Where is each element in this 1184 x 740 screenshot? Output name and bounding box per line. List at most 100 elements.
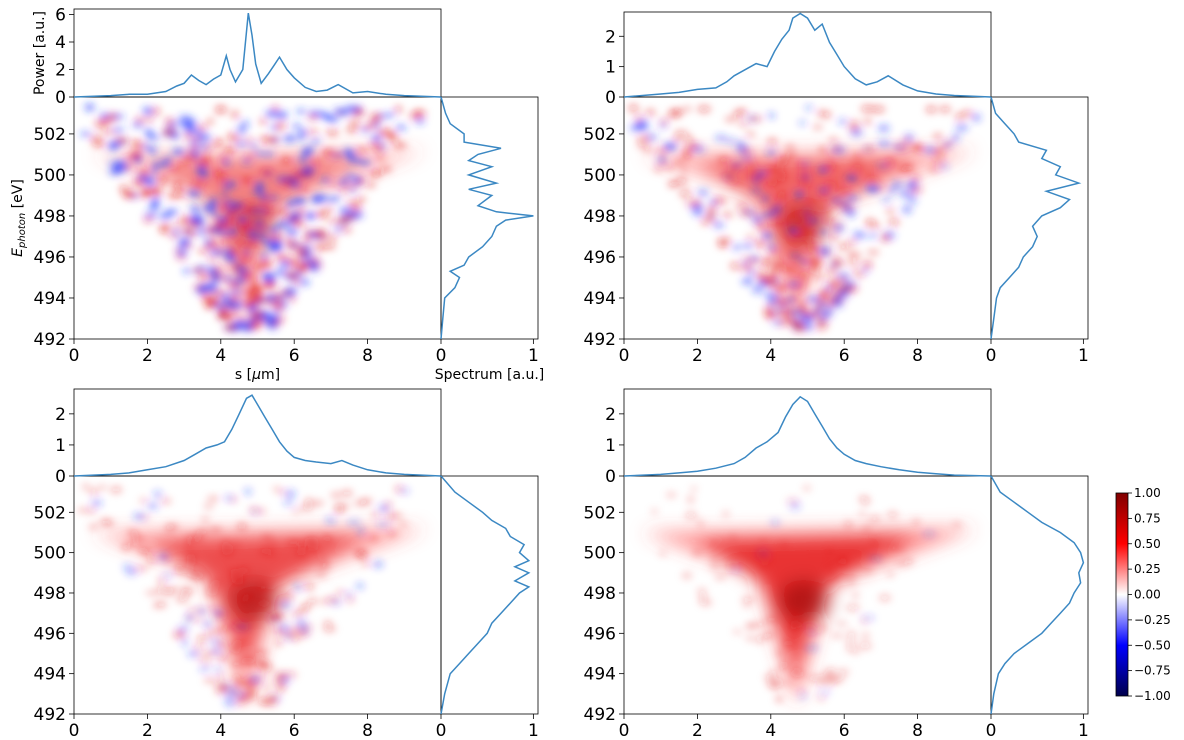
power-y-tick-label: 2: [605, 405, 616, 425]
power-line: [74, 13, 441, 97]
y-tick-label: 496: [584, 624, 616, 644]
power-y-tick-label: 1: [55, 436, 66, 456]
y-tick-label: 500: [584, 166, 616, 186]
x-tick-label: 6: [839, 346, 850, 366]
y-tick-label: 492: [584, 330, 616, 350]
spectrum-line: [991, 476, 1083, 714]
heatmap-top-right: [624, 97, 991, 339]
spectrum-frame: [441, 476, 538, 714]
heatmap-bottom-right: [624, 476, 991, 714]
power-y-tick-label: 6: [55, 6, 66, 26]
x-tick-label: 8: [362, 346, 373, 366]
y-tick-label: 502: [584, 503, 616, 523]
colorbar-tick-label: −1.00: [1134, 689, 1171, 703]
spectrum-x-tick-label: 1: [528, 721, 539, 740]
colorbar-tick-label: 0.50: [1134, 537, 1161, 551]
power-y-tick-label: 0: [55, 467, 66, 487]
x-tick-label: 4: [215, 721, 226, 740]
power-line: [624, 14, 991, 98]
power-y-tick-label: 2: [605, 27, 616, 47]
power-frame: [74, 389, 441, 476]
x-tick-label: 6: [839, 721, 850, 740]
y-tick-label: 502: [584, 125, 616, 145]
colorbar-tick-label: 0.75: [1134, 511, 1161, 525]
power-axis-label: Power [a.u.]: [32, 11, 48, 95]
panel-bottom-right: 492 494 496 498 500 502 0 2 4 6 8 0 1 2 0 1: [584, 389, 1089, 740]
spectrum-x-tick-label: 0: [986, 721, 997, 740]
colorbar: 1.00 0.75 0.50 0.25 0.00 −0.25 −0.50 −0.75 −1.00: [1116, 486, 1171, 703]
colorbar-tick-label: 0.25: [1134, 562, 1161, 576]
y-tick-label: 494: [34, 665, 66, 685]
power-y-tick-label: 1: [605, 436, 616, 456]
y-tick-label: 492: [584, 705, 616, 725]
panel-bottom-left: 492 494 496 498 500 502 0 2 4 6 8 0 1 2 0 1: [34, 389, 539, 740]
y-tick-label: 496: [34, 248, 66, 268]
x-tick-label: 2: [142, 346, 153, 366]
spectrum-x-tick-label: 1: [1078, 346, 1089, 366]
y-tick-label: 494: [34, 289, 66, 309]
heatmap-bottom-left: [74, 476, 441, 714]
y-tick-label: 502: [34, 503, 66, 523]
colorbar-tick-label: −0.50: [1134, 638, 1171, 652]
colorbar-tick-label: 1.00: [1134, 486, 1161, 500]
x-tick-label: 2: [692, 346, 703, 366]
y-tick-label: 498: [584, 584, 616, 604]
heatmap-top-left: [74, 97, 441, 339]
power-line: [74, 395, 441, 476]
x-tick-label: 8: [912, 346, 923, 366]
colorbar-tick-label: −0.25: [1134, 613, 1171, 627]
x-tick-label: 4: [765, 721, 776, 740]
power-y-tick-label: 1: [605, 58, 616, 78]
power-y-tick-label: 0: [605, 88, 616, 108]
spectrum-line: [441, 97, 533, 339]
spectrum-x-tick-label: 1: [1078, 721, 1089, 740]
y-tick-label: 496: [584, 248, 616, 268]
spectrum-line: [991, 97, 1079, 339]
power-frame: [74, 9, 441, 97]
x-tick-label: 2: [142, 721, 153, 740]
spectrum-x-tick-label: 0: [986, 346, 997, 366]
x-tick-label: 0: [619, 346, 630, 366]
power-y-tick-label: 0: [55, 88, 66, 108]
colorbar-tick-label: 0.00: [1134, 588, 1161, 602]
power-y-tick-label: 0: [605, 467, 616, 487]
y-tick-label: 500: [34, 544, 66, 564]
y-tick-label: 492: [34, 705, 66, 725]
y-axis-label: Ephoton [eV]: [10, 179, 28, 257]
y-tick-label: 498: [34, 584, 66, 604]
panels: 492 494 496 498 500 502 0 2 4 6 8 0 2 4 6 0 1 s [μm] Ephot…: [10, 6, 1089, 740]
colorbar-bar: [1116, 493, 1128, 696]
spectrum-x-tick-label: 0: [436, 721, 447, 740]
spectrum-x-tick-label: 0: [436, 346, 447, 366]
y-tick-label: 498: [34, 207, 66, 227]
spectrum-line: [441, 476, 529, 714]
x-tick-label: 4: [765, 346, 776, 366]
x-tick-label: 6: [289, 346, 300, 366]
x-tick-label: 4: [215, 346, 226, 366]
x-tick-label: 0: [69, 346, 80, 366]
colorbar-ticks: 1.00 0.75 0.50 0.25 0.00 −0.25 −0.50 −0.75 −1.00: [1128, 486, 1171, 703]
y-tick-label: 496: [34, 624, 66, 644]
panel-top-left: 4924944964985005020 2 4 6 802460 1s [μm]Ephot…: [10, 6, 544, 384]
x-tick-label: 8: [362, 721, 373, 740]
y-tick-label: 498: [584, 207, 616, 227]
y-tick-label: 502: [34, 125, 66, 145]
x-axis-label: s [μm]: [235, 367, 280, 383]
power-y-tick-label: 4: [55, 33, 66, 53]
colorbar-tick-label: −0.75: [1134, 664, 1171, 678]
x-tick-label: 6: [289, 721, 300, 740]
y-tick-label: 492: [34, 330, 66, 350]
y-tick-label: 494: [584, 289, 616, 309]
power-line: [624, 397, 991, 476]
y-tick-label: 500: [584, 544, 616, 564]
x-tick-label: 0: [619, 721, 630, 740]
x-tick-label: 2: [692, 721, 703, 740]
power-y-tick-label: 2: [55, 405, 66, 425]
y-tick-label: 494: [584, 665, 616, 685]
panel-top-right: 492 494 496 498 500 502 0 2 4 6 8 0 1 2 0 1: [584, 12, 1089, 366]
power-frame: [624, 12, 991, 97]
spectrum-x-tick-label: 1: [528, 346, 539, 366]
x-tick-label: 0: [69, 721, 80, 740]
power-y-tick-label: 2: [55, 61, 66, 81]
